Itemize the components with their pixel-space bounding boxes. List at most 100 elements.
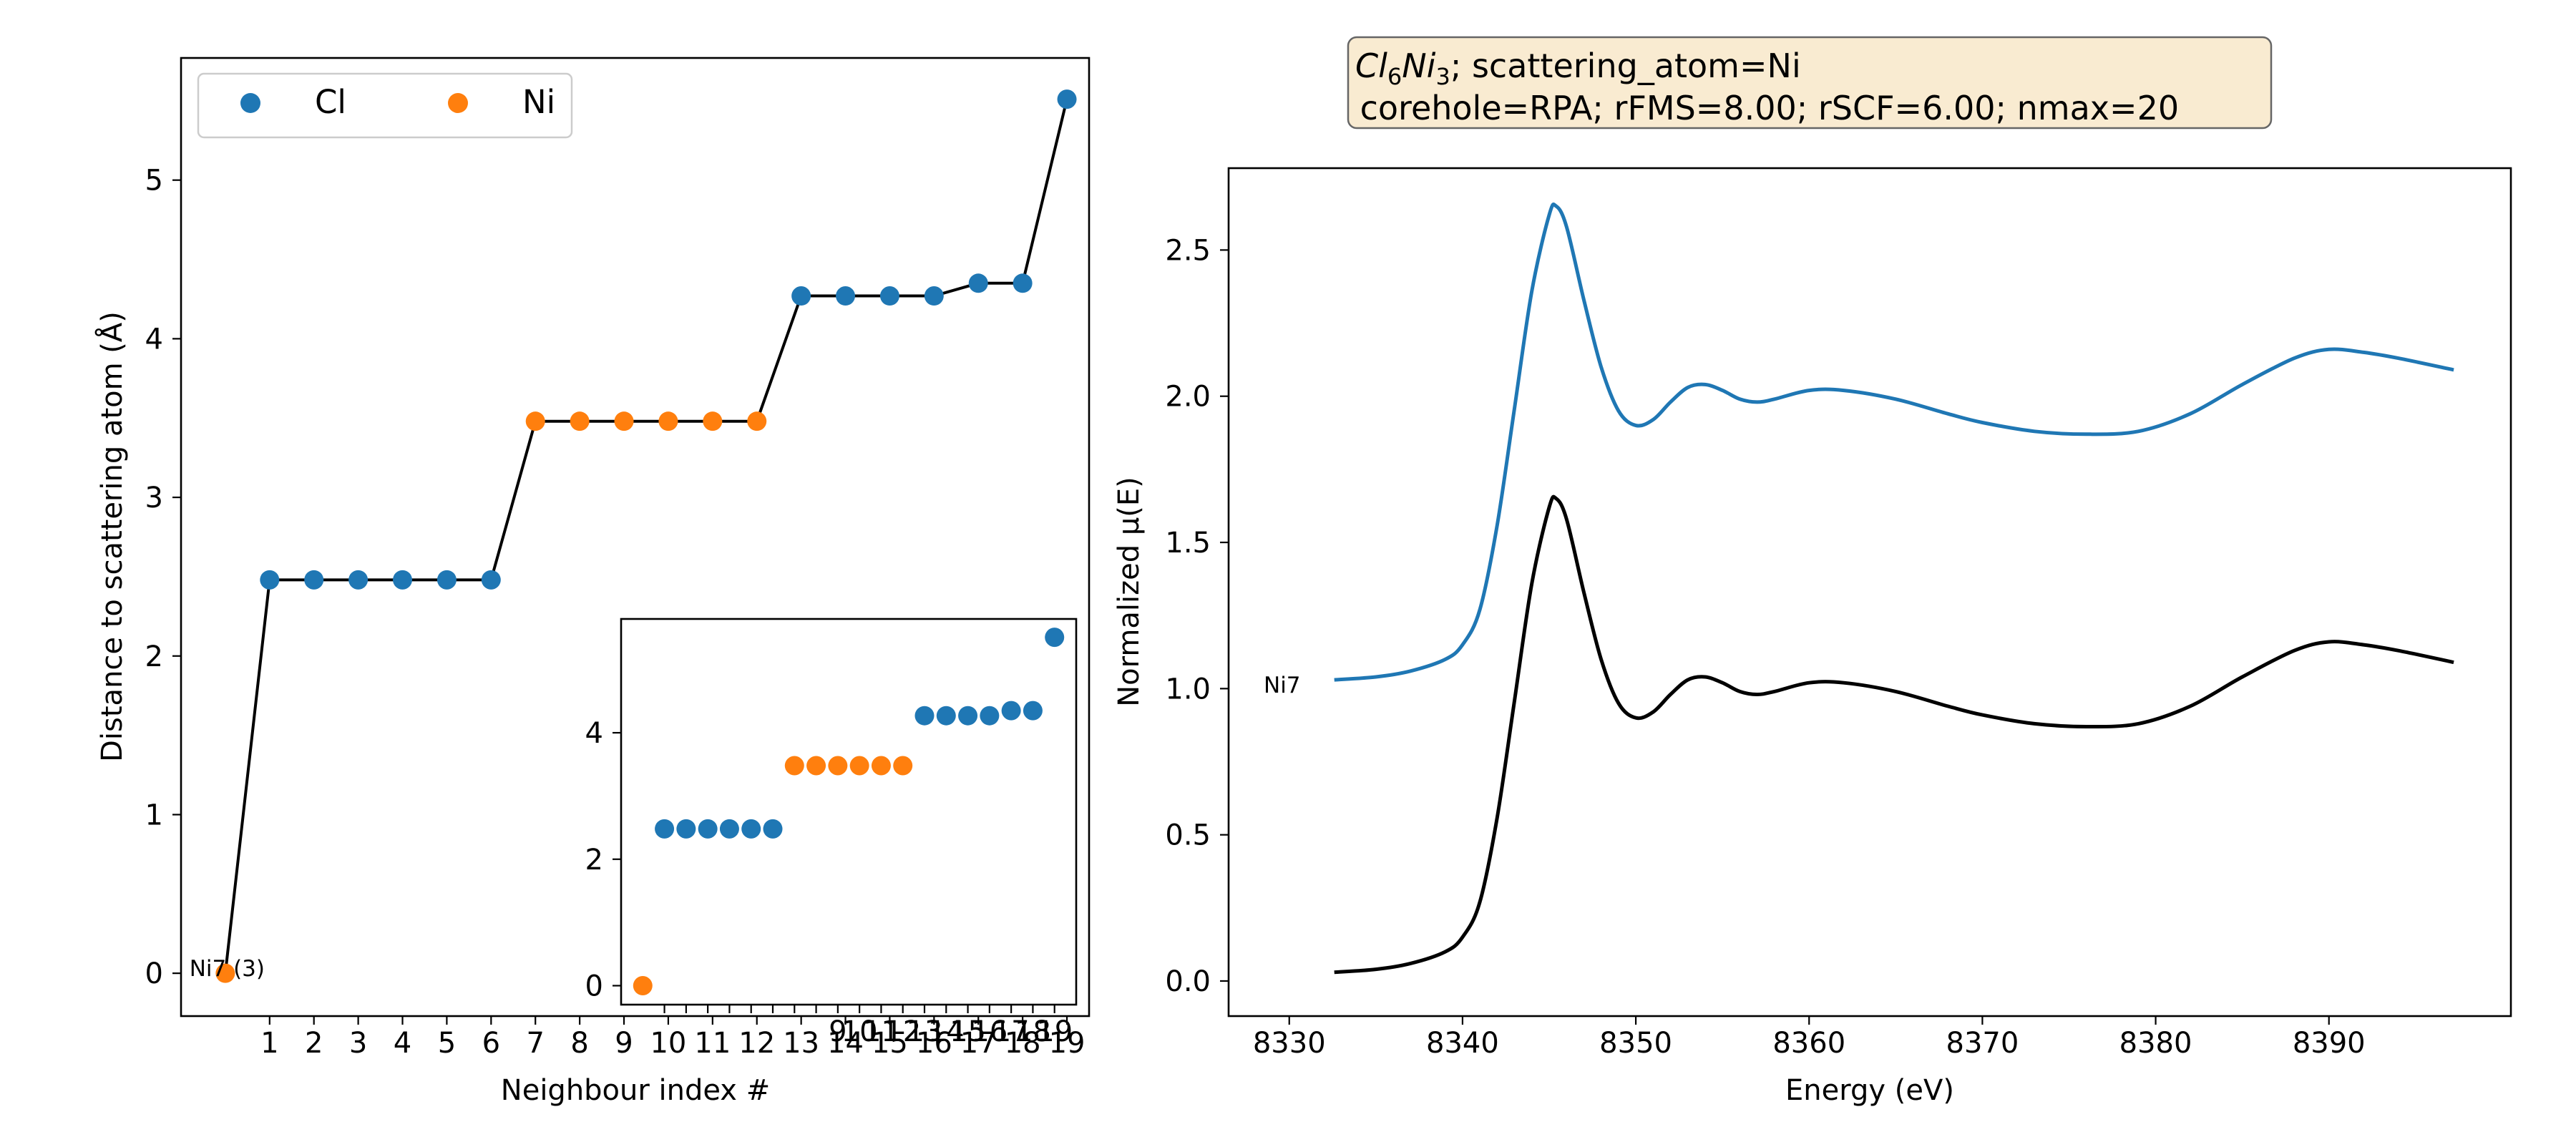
right-y-axis-label: Normalized μ(E): [1113, 477, 1146, 706]
mu-tick-label: 0.0: [1165, 965, 1211, 998]
inset-x-tick-label: 16: [971, 1015, 1008, 1048]
legend-marker-cl: [240, 93, 260, 113]
point-cl-19: [1057, 89, 1077, 109]
right-plot-frame: [1227, 167, 2512, 1018]
x-tick-label: 8: [570, 1027, 588, 1060]
left-x-ticks: 1 2 3 4 5 6 7 8 9 10 11 12 13 14 15 16 17 18 19: [260, 1016, 1085, 1060]
inset-point-ni-10: [849, 756, 869, 776]
point-ni-0: [215, 963, 235, 983]
inset-y-tick-label: 4: [585, 717, 603, 750]
point-cl-14: [836, 286, 856, 306]
x-tick-label: 3: [349, 1027, 367, 1060]
x-tick-label: 11: [694, 1027, 731, 1060]
inset-point-ni-12: [893, 756, 913, 776]
inset-point-cl-3: [698, 819, 718, 839]
y-tick-label: 2: [145, 640, 163, 673]
inset-point-cl-17: [1001, 701, 1021, 721]
title-box: [1347, 36, 2273, 130]
right-y-ticks: 0.0 0.5 1.0 1.5 2.0 2.5: [1165, 234, 1229, 998]
spectrum-line-offset: [1334, 203, 2454, 682]
y-tick-label: 4: [145, 323, 163, 356]
central-atom-annotation: Ni7 (3): [190, 956, 265, 982]
spectrum-title-line1: Cl6Ni3; scattering_atom=Ni: [1355, 47, 1801, 90]
inset-point-ni-0: [633, 975, 653, 995]
left-x-axis-label: Neighbour index #: [501, 1074, 770, 1107]
inset-x-tick-label: 18: [1015, 1015, 1051, 1048]
inset-point-cl-2: [676, 819, 696, 839]
point-cl-6: [481, 570, 501, 590]
inset-point-cl-19: [1045, 628, 1065, 648]
point-cl-5: [436, 570, 457, 590]
inset-y-tick-label: 2: [585, 844, 603, 877]
energy-tick-label: 8360: [1772, 1027, 1845, 1060]
inset-point-cl-4: [719, 819, 739, 839]
x-tick-label: 4: [394, 1027, 411, 1060]
mu-tick-label: 0.5: [1165, 819, 1211, 852]
x-tick-label: 10: [650, 1027, 686, 1060]
inset-point-ni-11: [871, 756, 891, 776]
point-cl-4: [393, 570, 413, 590]
right-x-ticks: 8330 8340 8350 8360 8370 8380 8390: [1253, 1016, 2366, 1060]
spectrum-annotation: Ni7: [1264, 673, 1301, 698]
formula-ni-sub: 3: [1435, 63, 1450, 90]
inset-point-cl-1: [655, 819, 675, 839]
x-tick-label: 6: [482, 1027, 500, 1060]
energy-tick-label: 8370: [1946, 1027, 2019, 1060]
inset-point-cl-18: [1023, 701, 1043, 721]
y-tick-label: 0: [145, 957, 163, 990]
inset-x-tick-label: 15: [950, 1015, 986, 1048]
mu-tick-label: 2.0: [1165, 381, 1211, 414]
x-tick-label: 13: [783, 1027, 819, 1060]
legend-box: [197, 72, 573, 139]
x-tick-label: 2: [305, 1027, 323, 1060]
y-tick-label: 3: [145, 482, 163, 514]
energy-tick-label: 8350: [1599, 1027, 1672, 1060]
point-cl-3: [348, 570, 369, 590]
inset-x-tick-label: 14: [928, 1015, 965, 1048]
x-tick-label: 7: [526, 1027, 544, 1060]
legend-label-cl: Cl: [315, 83, 346, 121]
inset-x-tick-label: 11: [863, 1015, 899, 1048]
legend-marker-ni: [448, 93, 468, 113]
inset-point-cl-5: [741, 819, 761, 839]
x-tick-label: 15: [872, 1027, 908, 1060]
xanes-spectrum-panel: Cl6Ni3; scattering_atom=Ni corehole=RPA;…: [1113, 36, 2512, 1107]
point-ni-11: [703, 411, 723, 431]
inset-x-tick-label: 10: [841, 1015, 878, 1048]
point-ni-12: [747, 411, 767, 431]
x-tick-label: 16: [916, 1027, 952, 1060]
inset-x-tick-label: 9: [829, 1015, 847, 1048]
x-tick-label: 19: [1049, 1027, 1085, 1060]
inset-point-cl-16: [980, 706, 1000, 726]
formula-cl: Cl: [1355, 47, 1387, 85]
point-cl-1: [260, 570, 280, 590]
energy-tick-label: 8340: [1426, 1027, 1499, 1060]
inset-point-ni-9: [828, 756, 848, 776]
formula-cl-sub: 6: [1387, 63, 1402, 90]
legend-label-ni: Ni: [522, 83, 555, 121]
inset-points: [633, 628, 1065, 995]
formula-ni: Ni: [1402, 47, 1435, 85]
point-ni-10: [658, 411, 678, 431]
inset-frame: [620, 618, 1078, 1006]
right-x-axis-label: Energy (eV): [1785, 1074, 1954, 1107]
inset-point-cl-13: [914, 706, 935, 726]
point-cl-13: [791, 286, 811, 306]
inset-point-ni-8: [806, 756, 826, 776]
left-y-axis-label: Distance to scattering atom (Å): [94, 311, 129, 762]
inset-y-tick-label: 0: [585, 970, 603, 1002]
x-tick-label: 12: [738, 1027, 775, 1060]
inset-x-tick-label: 19: [1036, 1015, 1073, 1048]
inset-x-tick-label: 13: [907, 1015, 943, 1048]
mu-tick-label: 2.5: [1165, 234, 1211, 267]
inset-x-tick-label: 17: [993, 1015, 1030, 1048]
point-ni-7: [525, 411, 545, 431]
point-ni-9: [614, 411, 634, 431]
point-cl-17: [968, 273, 988, 293]
y-tick-label: 1: [145, 799, 163, 831]
energy-tick-label: 8330: [1253, 1027, 1326, 1060]
inset-point-cl-6: [763, 819, 783, 839]
